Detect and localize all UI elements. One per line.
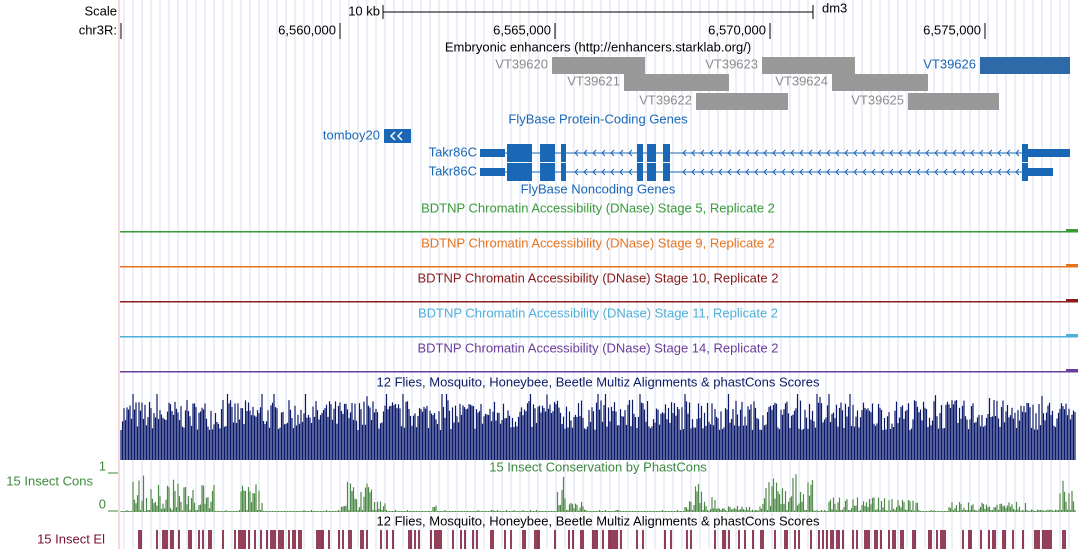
track-title: BDTNP Chromatin Accessibility (DNase) St… — [421, 235, 775, 250]
signal-baseline — [120, 371, 1078, 373]
exon — [480, 168, 505, 176]
track-title: BDTNP Chromatin Accessibility (DNase) St… — [418, 305, 778, 320]
scale-label: Scale — [84, 3, 117, 18]
enhancer — [696, 93, 788, 110]
signal-baseline — [120, 266, 1078, 268]
axis-max: 1 — [99, 458, 106, 473]
signal-peak — [1066, 369, 1078, 372]
enhancer — [624, 74, 729, 91]
enhancer-label: VT39621 — [567, 73, 620, 88]
ruler-label: 6,570,000 — [708, 22, 766, 37]
track-title: FlyBase Noncoding Genes — [521, 181, 676, 196]
enhancer — [980, 57, 1070, 74]
scale-bar-label: 10 kb — [348, 3, 380, 18]
exon — [1028, 168, 1053, 176]
assembly: dm3 — [822, 0, 847, 15]
ruler-label: 6,575,000 — [923, 22, 981, 37]
exon — [647, 163, 656, 181]
track-title: FlyBase Protein-Coding Genes — [508, 111, 688, 126]
signal-baseline — [120, 231, 1078, 233]
strand-arrow — [389, 131, 403, 141]
track-title: BDTNP Chromatin Accessibility (DNase) St… — [421, 200, 775, 215]
enhancer-label: VT39624 — [775, 73, 828, 88]
gene-label: Takr86C — [429, 163, 477, 178]
exon — [540, 163, 555, 181]
gene-label: tomboy20 — [323, 127, 380, 142]
exon — [1028, 149, 1070, 157]
track-label: 15 Insect Cons — [6, 473, 93, 488]
enhancer — [832, 74, 928, 91]
exon — [507, 144, 532, 162]
conserved-elements — [138, 530, 1066, 549]
exon — [647, 144, 656, 162]
scale-bar — [120, 5, 814, 39]
signal-peak — [1066, 264, 1078, 267]
exon — [561, 144, 566, 162]
enhancer-label: VT39623 — [705, 56, 758, 71]
exon — [480, 149, 505, 157]
signal-peak — [1066, 229, 1078, 232]
track-title: BDTNP Chromatin Accessibility (DNase) St… — [417, 270, 778, 285]
exon — [540, 144, 555, 162]
enhancer-label: VT39622 — [639, 92, 692, 107]
chrom-label: chr3R: — [79, 22, 117, 37]
track-title: 12 Flies, Mosquito, Honeybee, Beetle Mul… — [377, 374, 820, 389]
exon — [1022, 144, 1028, 162]
track-title: 12 Flies, Mosquito, Honeybee, Beetle Mul… — [377, 513, 820, 528]
signal-peak — [1066, 299, 1078, 302]
gene-label: Takr86C — [429, 144, 477, 159]
ruler-label: 6,565,000 — [493, 22, 551, 37]
exon — [663, 163, 670, 181]
enhancer — [762, 57, 855, 74]
enhancer-label: VT39625 — [851, 92, 904, 107]
ruler-label: 6,560,000 — [278, 22, 336, 37]
track-title: 15 Insect Conservation by PhastCons — [489, 459, 707, 474]
exon — [637, 144, 643, 162]
signal-baseline — [120, 301, 1078, 303]
signal-baseline — [120, 336, 1078, 338]
signal-peak — [1066, 334, 1078, 337]
exon — [507, 163, 532, 181]
exon — [561, 163, 566, 181]
track-title: BDTNP Chromatin Accessibility (DNase) St… — [417, 340, 778, 355]
alignment-signal — [120, 394, 1076, 460]
exon — [663, 144, 670, 162]
exon — [637, 163, 643, 181]
track-title: Embryonic enhancers (http://enhancers.st… — [445, 39, 751, 54]
enhancer — [552, 57, 645, 74]
strand-arrow — [574, 149, 1020, 157]
enhancer-label: VT39626 — [923, 56, 976, 71]
enhancer-label: VT39620 — [495, 56, 548, 71]
conservation-signal — [120, 474, 1076, 512]
track-label: 15 Insect El — [37, 531, 105, 546]
axis-min: 0 — [99, 496, 106, 511]
enhancer — [908, 93, 999, 110]
strand-arrow — [574, 168, 1020, 176]
exon — [1022, 163, 1028, 181]
